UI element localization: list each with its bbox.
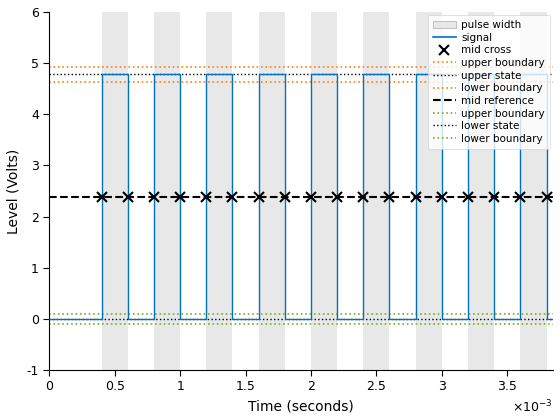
Bar — [311, 12, 337, 370]
Legend: pulse width, signal, mid cross, upper boundary, upper state, lower boundary, mid: pulse width, signal, mid cross, upper bo… — [428, 15, 550, 149]
Bar — [206, 12, 232, 370]
Bar — [416, 12, 442, 370]
Text: $\times10^{-3}$: $\times10^{-3}$ — [512, 399, 553, 415]
Bar — [101, 12, 128, 370]
Bar — [154, 12, 180, 370]
Bar — [468, 12, 494, 370]
Bar — [259, 12, 285, 370]
Y-axis label: Level (Volts): Level (Volts) — [7, 148, 21, 234]
X-axis label: Time (seconds): Time (seconds) — [248, 399, 354, 413]
Bar — [520, 12, 547, 370]
Bar — [363, 12, 390, 370]
